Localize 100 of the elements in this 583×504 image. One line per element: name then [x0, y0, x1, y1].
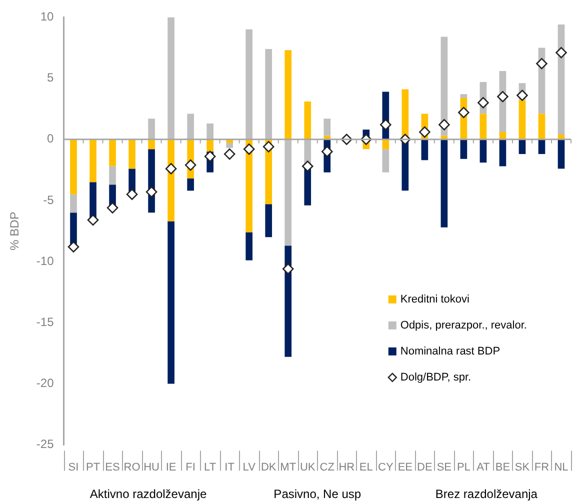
point	[516, 90, 528, 102]
point	[146, 186, 158, 198]
y-tick-label: 10	[40, 10, 54, 24]
bar	[460, 94, 468, 98]
x-tick-label: MT	[280, 461, 296, 474]
bar	[284, 50, 292, 140]
bar	[90, 139, 96, 182]
legend-label: Odpis, prerazpor., revalor.	[400, 319, 527, 332]
bar	[499, 139, 506, 166]
bar	[284, 139, 292, 246]
x-tick-label: LT	[204, 461, 216, 474]
bar	[382, 139, 390, 150]
point	[458, 106, 470, 118]
x-tick-label: SK	[514, 461, 530, 474]
x-tick-label: IE	[166, 461, 176, 474]
bar	[480, 114, 487, 140]
text: Pasivno, Ne usp	[274, 487, 362, 501]
bar	[187, 178, 194, 191]
bar	[460, 139, 468, 159]
x-tick-label: FR	[534, 461, 550, 474]
bar	[518, 139, 526, 154]
point	[204, 150, 216, 162]
x-tick-label: ES	[105, 461, 120, 474]
y-tick-label: -20	[36, 376, 54, 390]
legend-label: Dolg/BDP, spr.	[400, 371, 472, 384]
point	[419, 126, 430, 138]
y-tick-label: -10	[36, 254, 54, 268]
point	[478, 97, 489, 108]
point	[438, 119, 450, 130]
point	[224, 148, 236, 160]
y-tick-label: -25	[36, 437, 54, 452]
x-tick-label: NL	[554, 461, 568, 474]
x-tick-label: PL	[456, 461, 470, 474]
point	[165, 163, 177, 174]
point	[126, 188, 138, 200]
bar	[168, 221, 174, 384]
y-axis-title: % BDP	[8, 212, 22, 250]
bar	[382, 149, 390, 172]
x-tick-label: EL	[359, 461, 373, 474]
legend-label: Nominalna rast BDP	[400, 345, 500, 358]
point	[68, 241, 80, 253]
x-tick-label: EE	[398, 461, 413, 474]
bar	[421, 139, 428, 160]
x-tick-label: AT	[476, 461, 490, 474]
point	[87, 214, 99, 226]
x-tick-label: DE	[417, 461, 432, 474]
x-tick-label: RO	[124, 461, 141, 474]
point	[282, 263, 294, 275]
bar	[518, 100, 526, 140]
point	[243, 143, 255, 155]
x-tick-label: CZ	[320, 461, 335, 474]
bar	[148, 118, 155, 140]
bar	[168, 17, 174, 140]
x-tick-label: CY	[378, 461, 394, 474]
bar	[70, 139, 77, 194]
point	[536, 58, 548, 70]
bar	[246, 29, 252, 140]
x-tick-label: UK	[300, 461, 316, 474]
bar	[304, 102, 312, 140]
x-tick-label: BE	[495, 461, 510, 474]
legend-label: Kreditni tokovi	[400, 293, 470, 306]
bar	[440, 139, 448, 228]
bar	[538, 139, 546, 154]
point	[556, 46, 567, 58]
x-tick-label: IT	[224, 461, 235, 474]
bar	[480, 139, 487, 163]
bar	[187, 114, 194, 140]
bar	[206, 123, 214, 140]
bar	[109, 139, 116, 166]
point	[321, 146, 333, 158]
x-tick-label: PT	[86, 461, 100, 474]
bar	[304, 167, 312, 206]
y-tick-label: 5	[47, 70, 54, 85]
bar	[246, 232, 252, 260]
bar	[246, 139, 252, 232]
point	[184, 159, 196, 171]
y-tick-label: 0	[47, 132, 54, 146]
bar	[148, 139, 155, 150]
x-tick-label: DK	[260, 461, 277, 474]
bar	[206, 139, 214, 152]
bar	[265, 204, 272, 238]
bar	[128, 139, 136, 169]
y-tick-label: -15	[36, 314, 54, 329]
bar	[284, 246, 292, 357]
point	[302, 160, 314, 172]
bar	[558, 139, 565, 169]
text: Aktivno razdolževanje	[90, 487, 207, 501]
x-tick-label: LV	[242, 461, 256, 474]
x-tick-label: HR	[338, 461, 355, 474]
text: Brez razdolževanja	[435, 487, 538, 501]
bar	[538, 114, 546, 140]
point	[380, 119, 392, 130]
bar	[226, 143, 233, 148]
x-tick-label: SI	[68, 461, 79, 474]
point	[497, 90, 508, 102]
x-tick-label: FI	[186, 461, 196, 474]
bar	[265, 48, 272, 140]
bar	[168, 139, 174, 222]
y-tick-label: -5	[43, 192, 54, 207]
bar	[109, 166, 116, 185]
